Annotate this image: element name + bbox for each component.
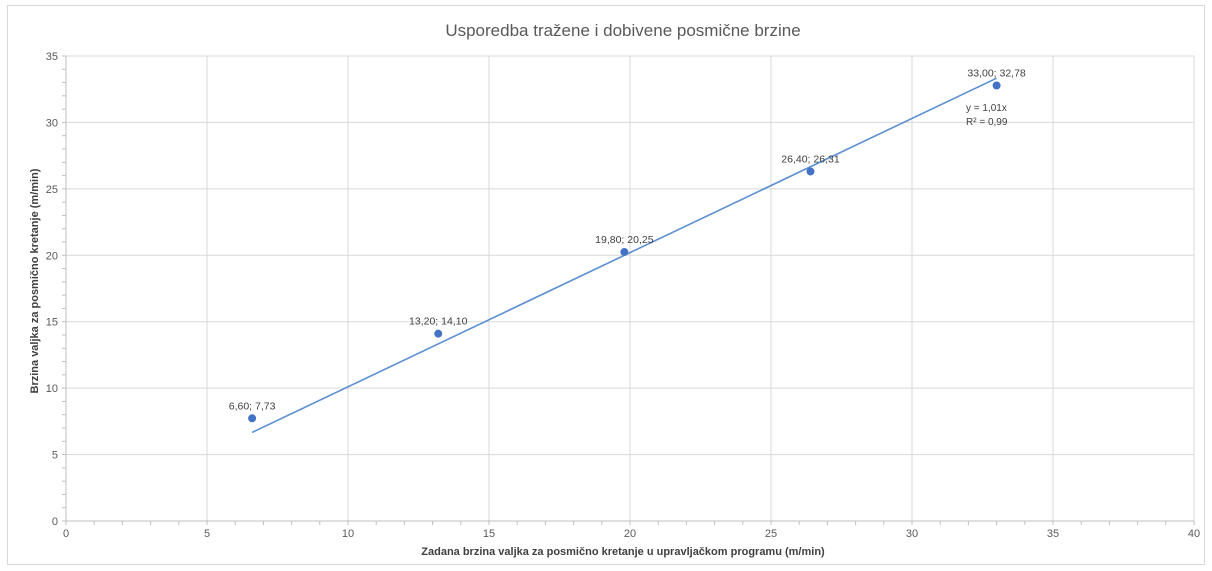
x-tick-label: 20 (624, 528, 636, 540)
x-tick-label: 40 (1188, 528, 1200, 540)
y-tick-label: 0 (52, 516, 58, 528)
data-labels: 6,60; 7,73 13,20; 14,10 19,80; 20,25 26,40;… (229, 67, 1026, 412)
data-point (806, 167, 815, 176)
data-point (248, 414, 257, 423)
gridlines (66, 55, 1195, 521)
y-axis-title: Brzina valjka za posmično kretanje (m/mi… (29, 168, 41, 393)
x-tick-label: 15 (483, 528, 495, 540)
scatter-chart: Usporedba tražene i dobivene posmične br… (29, 21, 1200, 558)
y-tick-label: 30 (46, 117, 58, 129)
trendline-r-squared: R² = 0,99 (966, 117, 1008, 128)
data-points (248, 81, 1001, 423)
data-point (434, 329, 443, 338)
y-tick-label: 35 (46, 51, 58, 63)
y-tick-label: 20 (46, 250, 58, 262)
tick-labels: 0 5 10 15 20 25 30 35 40 0 5 10 15 20 25 30 35 (46, 51, 1200, 540)
x-tick-label: 0 (63, 528, 69, 540)
chart-area: Usporedba tražene i dobivene posmične br… (7, 5, 1205, 565)
data-label: 13,20; 14,10 (409, 316, 468, 328)
chart-title: Usporedba tražene i dobivene posmične br… (445, 21, 800, 40)
trendline-equation: y = 1,01x (966, 103, 1007, 114)
x-axis-title: Zadana brzina valjka za posmično kretanj… (421, 546, 825, 558)
data-point (992, 81, 1001, 90)
x-tick-label: 5 (204, 528, 210, 540)
data-label: 6,60; 7,73 (229, 400, 276, 412)
x-tick-label: 35 (1047, 528, 1059, 540)
data-label: 33,00; 32,78 (967, 67, 1026, 79)
y-tick-label: 5 (52, 450, 58, 462)
y-tick-label: 25 (46, 184, 58, 196)
axes (62, 55, 1195, 525)
y-tick-label: 15 (46, 317, 58, 329)
x-tick-label: 10 (342, 528, 354, 540)
data-label: 19,80; 20,25 (595, 234, 654, 246)
x-tick-label: 30 (906, 528, 918, 540)
x-tick-label: 25 (765, 528, 777, 540)
y-tick-label: 10 (46, 383, 58, 395)
data-label: 26,40; 26,31 (781, 153, 840, 165)
data-point (620, 247, 629, 256)
